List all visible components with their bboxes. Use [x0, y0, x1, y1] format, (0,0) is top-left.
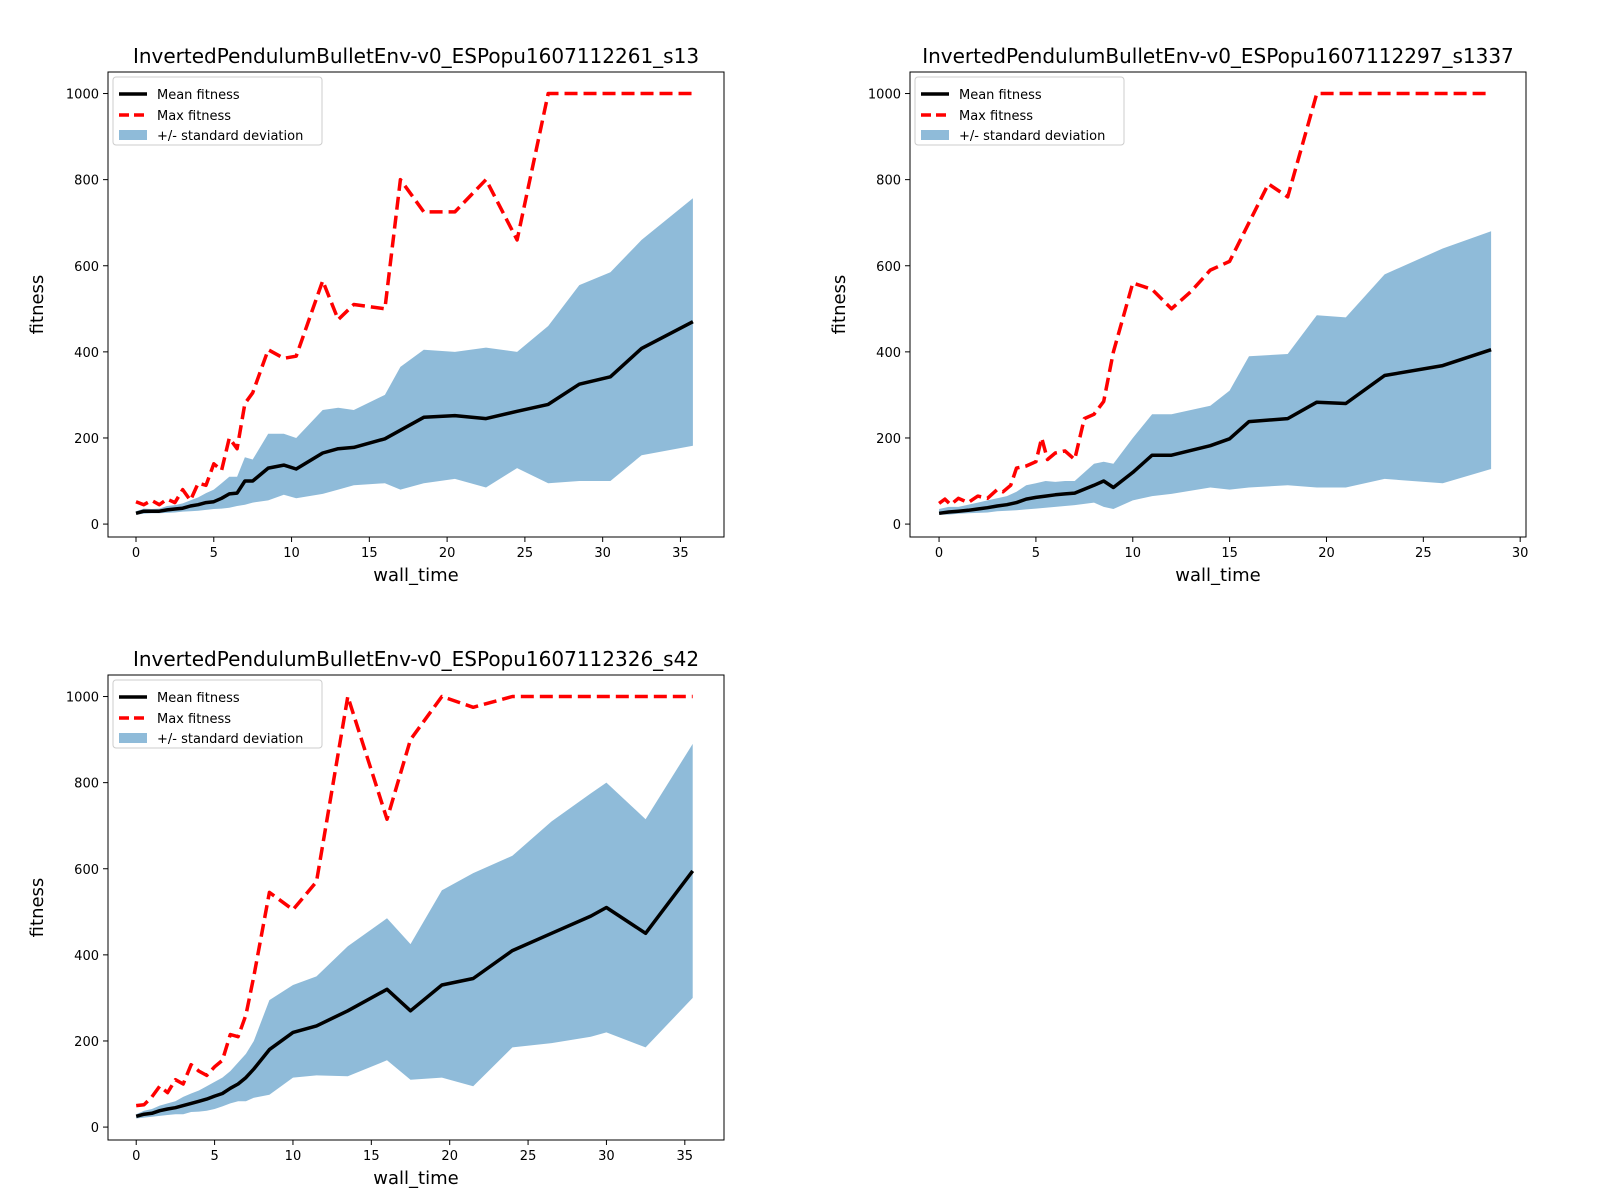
legend-label: Max fitness [157, 109, 231, 124]
x-tick-label: 10 [1124, 546, 1141, 561]
y-tick-label: 200 [876, 432, 901, 447]
x-tick-label: 35 [677, 1149, 694, 1164]
legend-box [914, 76, 1125, 146]
y-tick-label: 400 [74, 949, 99, 964]
x-tick-label: 15 [1221, 546, 1238, 561]
y-tick-label: 600 [74, 260, 99, 275]
y-axis-label: fitness [27, 878, 48, 938]
x-tick-label: 5 [210, 1149, 218, 1164]
x-tick-label: 10 [285, 1149, 302, 1164]
x-tick-label: 0 [132, 1149, 140, 1164]
y-tick-label: 400 [876, 346, 901, 361]
legend-swatch-band [119, 733, 147, 743]
mean-fitness-line [135, 320, 694, 515]
x-tick-label: 30 [594, 546, 611, 561]
legend-box [112, 76, 323, 146]
chart-title: InvertedPendulumBulletEnv-v0_ESPopu16071… [133, 44, 699, 68]
y-tick-label: 1000 [66, 691, 99, 706]
y-tick-label: 0 [893, 518, 901, 533]
legend-label: +/- standard deviation [959, 129, 1105, 144]
x-tick-label: 20 [1318, 546, 1335, 561]
x-tick-label: 0 [132, 546, 140, 561]
legend-label: Max fitness [959, 109, 1033, 124]
legend: Mean fitness Max fitness +/- standard devi… [914, 76, 1125, 146]
y-axis-label: fitness [27, 275, 48, 335]
max-fitness-line [135, 91, 693, 507]
y-tick-label: 600 [876, 260, 901, 275]
chart-title: InvertedPendulumBulletEnv-v0_ESPopu16071… [922, 44, 1514, 68]
plot-frame [107, 71, 725, 538]
x-axis-label: wall_time [373, 565, 458, 586]
x-tick-label: 25 [1415, 546, 1432, 561]
std-band [136, 743, 693, 1119]
y-tick-label: 0 [91, 518, 99, 533]
x-tick-label: 10 [283, 546, 300, 561]
y-tick-label: 800 [74, 174, 99, 189]
legend: Mean fitness Max fitness +/- standard devi… [112, 679, 323, 749]
y-tick-label: 1000 [66, 88, 99, 103]
legend-label: Max fitness [157, 712, 231, 727]
x-tick-label: 5 [1032, 546, 1040, 561]
max-fitness-line [136, 694, 693, 1108]
legend-label: Mean fitness [157, 88, 240, 103]
y-axis-label: fitness [829, 275, 850, 335]
x-tick-label: 25 [520, 1149, 537, 1164]
x-tick-label: 15 [361, 546, 378, 561]
y-tick-label: 600 [74, 863, 99, 878]
plot-frame [909, 71, 1527, 538]
y-tick-label: 400 [74, 346, 99, 361]
x-axis-label: wall_time [373, 1168, 458, 1189]
x-tick-label: 5 [210, 546, 218, 561]
chart-panel-3: InvertedPendulumBulletEnv-v0_ESPopu16071… [27, 647, 725, 1189]
y-tick-label: 800 [876, 174, 901, 189]
x-tick-label: 30 [1512, 546, 1529, 561]
legend: Mean fitness Max fitness +/- standard devi… [112, 76, 323, 146]
x-tick-label: 30 [598, 1149, 615, 1164]
x-axis-label: wall_time [1175, 565, 1260, 586]
y-tick-label: 1000 [868, 88, 901, 103]
x-tick-label: 20 [441, 1149, 458, 1164]
x-tick-label: 20 [439, 546, 456, 561]
y-tick-label: 200 [74, 432, 99, 447]
x-tick-label: 0 [935, 546, 943, 561]
legend-swatch-band [119, 130, 147, 140]
plot-frame [107, 674, 725, 1141]
legend-label: Mean fitness [959, 88, 1042, 103]
chart-panel-2: InvertedPendulumBulletEnv-v0_ESPopu16071… [829, 44, 1528, 586]
legend-label: Mean fitness [157, 691, 240, 706]
chart-title: InvertedPendulumBulletEnv-v0_ESPopu16071… [133, 647, 699, 671]
x-tick-label: 25 [517, 546, 534, 561]
chart-panel-1: InvertedPendulumBulletEnv-v0_ESPopu16071… [27, 44, 725, 586]
legend-box [112, 679, 323, 749]
legend-swatch-band [921, 130, 949, 140]
y-tick-label: 800 [74, 777, 99, 792]
legend-label: +/- standard deviation [157, 732, 303, 747]
max-fitness-line [938, 91, 1492, 507]
mean-fitness-line [938, 348, 1492, 516]
std-band [136, 198, 693, 515]
y-tick-label: 200 [74, 1035, 99, 1050]
x-tick-label: 35 [672, 546, 689, 561]
x-tick-label: 15 [363, 1149, 380, 1164]
y-tick-label: 0 [91, 1121, 99, 1136]
mean-fitness-line [135, 869, 695, 1118]
std-band [939, 231, 1492, 515]
legend-label: +/- standard deviation [157, 129, 303, 144]
